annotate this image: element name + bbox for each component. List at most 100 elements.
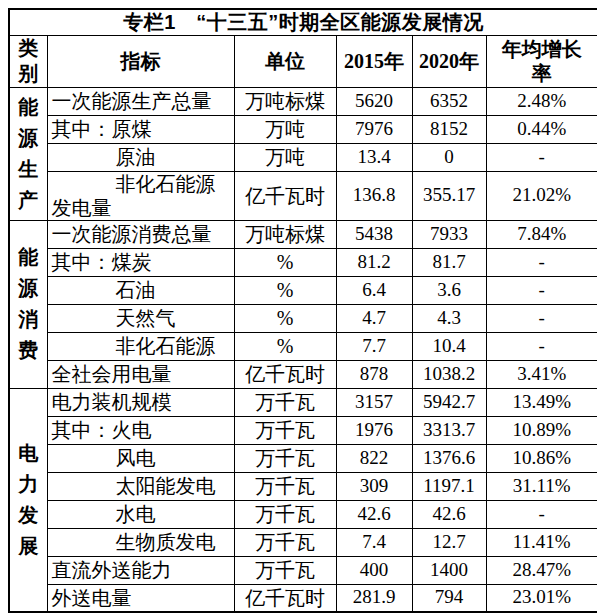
value-2015: 400 [336,556,412,584]
indicator-cell: 一次能源消费总量 [47,220,234,248]
value-2015: 4.7 [336,304,412,332]
unit-cell: 亿千瓦时 [234,171,336,220]
category-energy-production: 能源生产 [9,87,47,220]
value-2020: 1038.2 [412,360,486,388]
value-2015: 1976 [336,416,412,444]
unit-cell: 万千瓦 [234,528,336,556]
growth-rate-cell: 0.44% [486,115,597,143]
growth-rate-cell: 3.41% [486,360,597,388]
value-2015: 822 [336,444,412,472]
value-2015: 309 [336,472,412,500]
unit-cell: % [234,332,336,360]
value-2015: 5620 [336,87,412,115]
unit-cell: 万千瓦 [234,416,336,444]
table-row: 外送电量 亿千瓦时 281.9 794 23.01% [9,584,597,612]
unit-cell: 万千瓦 [234,388,336,416]
growth-rate-cell: - [486,276,597,304]
unit-cell: 万吨 [234,115,336,143]
growth-rate-cell: 28.47% [486,556,597,584]
growth-rate-cell: 7.84% [486,220,597,248]
value-2020: 42.6 [412,500,486,528]
header-2020: 2020年 [412,35,486,87]
unit-cell: 万千瓦 [234,500,336,528]
header-growth-rate: 年均增长率 [486,35,597,87]
indicator-cell: 石油 [47,276,234,304]
value-2015: 136.8 [336,171,412,220]
table-row: 其中：原煤 万吨 7976 8152 0.44% [9,115,597,143]
indicator-cell: 天然气 [47,304,234,332]
indicator-cell: 其中：煤炭 [47,248,234,276]
unit-cell: 亿千瓦时 [234,360,336,388]
value-2020: 5942.7 [412,388,486,416]
value-2020: 0 [412,143,486,171]
value-2015: 7.7 [336,332,412,360]
table-row: 电力发展 电力装机规模 万千瓦 3157 5942.7 13.49% [9,388,597,416]
growth-rate-cell: 11.41% [486,528,597,556]
indicator-cell: 电力装机规模 [47,388,234,416]
table-row: 水电 万千瓦 42.6 42.6 - [9,500,597,528]
value-2020: 3.6 [412,276,486,304]
indicator-cell: 其中：火电 [47,416,234,444]
unit-cell: 亿千瓦时 [234,584,336,612]
value-2015: 281.9 [336,584,412,612]
unit-cell: 万千瓦 [234,556,336,584]
indicator-cell: 非化石能源 [47,332,234,360]
category-energy-consumption: 能源消费 [9,220,47,388]
indicator-cell: 其中：原煤 [47,115,234,143]
table-row: 石油 % 6.4 3.6 - [9,276,597,304]
indicator-cell: 风电 [47,444,234,472]
value-2020: 8152 [412,115,486,143]
table-row: 非化石能源 % 7.7 10.4 - [9,332,597,360]
value-2020: 794 [412,584,486,612]
indicator-cell: 全社会用电量 [47,360,234,388]
indicator-cell: 原油 [47,143,234,171]
growth-rate-cell: 21.02% [486,171,597,220]
value-2020: 4.3 [412,304,486,332]
table-row: 非化石能源发电量 亿千瓦时 136.8 355.17 21.02% [9,171,597,220]
indicator-cell: 水电 [47,500,234,528]
indicator-cell: 太阳能发电 [47,472,234,500]
table-row: 原油 万吨 13.4 0 - [9,143,597,171]
growth-rate-cell: - [486,500,597,528]
growth-rate-cell: 31.11% [486,472,597,500]
unit-cell: 万千瓦 [234,472,336,500]
growth-rate-cell: - [486,332,597,360]
header-category: 类别 [9,35,47,87]
value-2015: 6.4 [336,276,412,304]
value-2020: 12.7 [412,528,486,556]
unit-cell: % [234,248,336,276]
unit-cell: 万千瓦 [234,444,336,472]
value-2015: 878 [336,360,412,388]
table-row: 直流外送能力 万千瓦 400 1400 28.47% [9,556,597,584]
value-2015: 3157 [336,388,412,416]
growth-rate-cell: 10.86% [486,444,597,472]
energy-development-table: 专栏1 “十三五”时期全区能源发展情况 类别 指标 单位 2015年 2020年… [8,8,597,613]
value-2015: 13.4 [336,143,412,171]
header-growth-rate-label: 年均增长率 [498,37,586,85]
header-indicator: 指标 [47,35,234,87]
value-2020: 355.17 [412,171,486,220]
table-row: 风电 万千瓦 822 1376.6 10.86% [9,444,597,472]
growth-rate-cell: - [486,304,597,332]
growth-rate-cell: - [486,248,597,276]
header-unit: 单位 [234,35,336,87]
value-2020: 1197.1 [412,472,486,500]
value-2020: 10.4 [412,332,486,360]
growth-rate-cell: 23.01% [486,584,597,612]
indicator-cell: 外送电量 [47,584,234,612]
value-2015: 5438 [336,220,412,248]
value-2020: 3313.7 [412,416,486,444]
value-2015: 42.6 [336,500,412,528]
indicator-cell: 非化石能源发电量 [47,171,234,220]
unit-cell: 万吨标煤 [234,87,336,115]
table-row: 生物质发电 万千瓦 7.4 12.7 11.41% [9,528,597,556]
table-row: 其中：火电 万千瓦 1976 3313.7 10.89% [9,416,597,444]
unit-cell: % [234,304,336,332]
table-row: 天然气 % 4.7 4.3 - [9,304,597,332]
category-power-development: 电力发展 [9,388,47,612]
indicator-cell: 直流外送能力 [47,556,234,584]
unit-cell: % [234,276,336,304]
value-2020: 1376.6 [412,444,486,472]
table-row: 能源消费 一次能源消费总量 万吨标煤 5438 7933 7.84% [9,220,597,248]
value-2020: 6352 [412,87,486,115]
